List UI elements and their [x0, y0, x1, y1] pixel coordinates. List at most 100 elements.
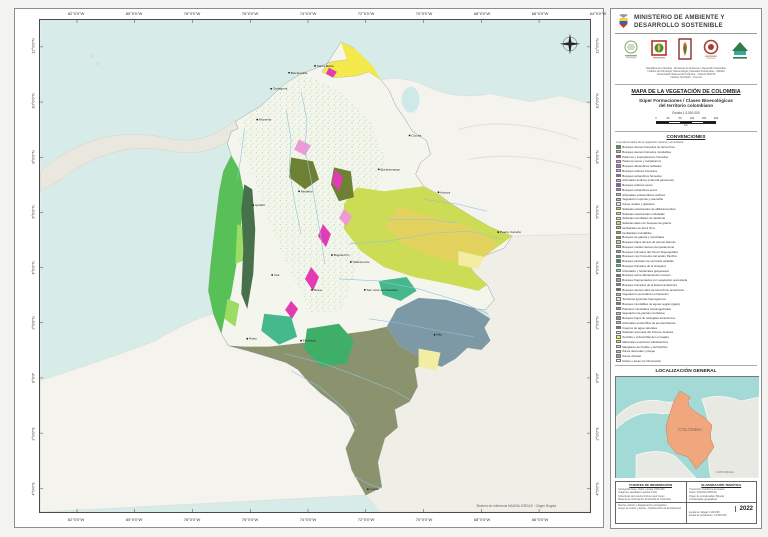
legend-swatch: [616, 273, 621, 277]
map-scale-text: Escala 1:3.500.000: [672, 111, 700, 116]
legend-swatch: [616, 150, 621, 154]
footer-header-sources: FUENTES DE INFORMACIÓN: [629, 483, 673, 488]
colombia-coat-of-arms-icon: [619, 14, 628, 29]
legend-swatch: [616, 145, 621, 149]
legend-entry: Cuerpos de agua naturales: [616, 325, 757, 330]
city-label: Cúcuta: [411, 134, 421, 138]
region-pacific-lowland-2: [224, 298, 240, 327]
legend-swatch: [616, 268, 621, 273]
legend-entry: Bosques fragmentados con vegetación secu…: [616, 278, 757, 283]
localization-inset: COLOMBIA 0 250 500 km: [615, 376, 760, 479]
legend-swatch: [616, 297, 621, 301]
legend-label: Páramos secos y subpáramos: [622, 159, 662, 164]
legend-entry: Sabanas inundables de desborde: [616, 216, 757, 221]
latitude-label: 0°0'0": [30, 373, 36, 384]
legend-entry: Nubes y áreas sin información: [616, 358, 757, 363]
footer-cell-elaboration: ELABORACIÓN TEMÁTICA Proyección: Conform…: [685, 481, 757, 504]
institution-logos: [615, 34, 757, 64]
city-dot: [366, 488, 369, 490]
grid-ticks: [40, 20, 590, 512]
footer-cell-scales: Escala de trabajo 1:100.000 Escala de pub…: [685, 502, 757, 525]
scale-bar: 0 25 50 100 150 200 Km: [655, 117, 718, 127]
city-label: Bucaramanga: [381, 167, 400, 171]
legend-entry: Herbazales inundables: [616, 230, 757, 235]
scale-bar-unit: Km: [684, 123, 688, 127]
longitude-label: 68°0'0"W: [473, 11, 491, 16]
legend-entry: Páramos secos y subpáramos: [616, 159, 757, 164]
ministry-title: MINISTERIO DE AMBIENTE Y DESARROLLO SOST…: [634, 14, 725, 29]
inset-colombia: [665, 390, 715, 470]
legend-label: Sabanas altas con bosques de galería: [622, 221, 672, 225]
legend-label: Arbustales y herbazales guayaneses: [622, 268, 670, 273]
legend-swatch: [616, 154, 621, 159]
region-guainia: [386, 297, 491, 367]
legend-entry: Zonas nivales y glaciares: [616, 202, 757, 207]
legend-entry: Arbustales esclerófilos de arenas blanca…: [616, 320, 757, 325]
map-frame[interactable]: Santa Marta Barranquilla Cartagena Montería…: [39, 19, 591, 513]
legend-entry: Bosques húmedos de la Guayana: [616, 263, 757, 268]
city-label: Bogotá D.C.: [334, 253, 351, 257]
text-line: Datum: MAGNA-SIRGAS: [688, 491, 717, 495]
city-dot: [331, 254, 333, 256]
region-teal-1: [261, 313, 298, 345]
footer-elaboration-lines: Proyección: Conforme de Gauss Datum: MAGN…: [689, 488, 755, 501]
legend-swatch: [616, 325, 621, 330]
scale-bar-segments: [656, 121, 716, 124]
inset-country-label: COLOMBIA: [678, 427, 703, 432]
legend-entry: Bosques bajos densos de arenas blancas: [616, 240, 757, 245]
latitude-label: 8°0'0"N: [30, 150, 36, 164]
legend-swatch: [616, 207, 621, 211]
legend-label: Bosques muy húmedos del andén Pacífico: [622, 254, 677, 259]
latitude-label: 10°0'0"N: [30, 93, 36, 110]
legend-entry: Arbustales andinos (matorral paramuno): [616, 178, 757, 183]
city-dot: [349, 261, 352, 263]
legend-entry: Bosques densos altos de tierra firme ama…: [616, 287, 757, 292]
text-line: República de Colombia · Ministerio de Am…: [646, 66, 726, 70]
latitude-label: 4°0'0"S: [30, 482, 36, 496]
longitude-label: 82°0'0"W: [67, 517, 85, 522]
latitude-label: 8°0'0"N: [594, 150, 600, 164]
colombia-vegetation-map[interactable]: Santa Marta Barranquilla Cartagena Montería…: [40, 20, 590, 512]
legend-swatch: [616, 264, 621, 268]
legend-swatch: [616, 335, 621, 339]
logo-ideam: [732, 41, 748, 59]
legend-label: Bosques fragmentados con vegetación secu…: [622, 278, 688, 282]
legend-label: Bosques húmedos del Chocó biogeográfico: [622, 249, 679, 254]
inset-venezuela-brazil: [701, 396, 760, 479]
legend-entry: Sabanas estacionales onduladas: [616, 211, 757, 216]
map-title: MAPA DE LA VEGETACIÓN DE COLOMBIA: [631, 88, 741, 95]
legend-entry: Zonas urbanas: [616, 354, 757, 359]
footer-scale-lines: Escala de trabajo 1:100.000 Escala de pub…: [689, 511, 732, 518]
text-line: Instituto de Hidrología, Meteorología y …: [647, 69, 725, 73]
text-line: Sistema de Información Ambiental de Colo…: [618, 497, 671, 501]
legend-entry: Bosques muy húmedos del andén Pacífico: [616, 254, 757, 259]
legend-swatch: [616, 306, 621, 311]
longitude-label: 82°0'0"W: [67, 11, 85, 16]
legend-label: Bosques densos húmedos inundables: [622, 149, 672, 154]
city-label: Pasto: [249, 337, 257, 341]
text-line: Grupo de suelos y tierras - Subdirección…: [618, 507, 681, 511]
legend-swatch: [616, 245, 621, 249]
legend-swatch: [616, 183, 621, 187]
legend-label: Vegetación secundaria en transición: [622, 292, 669, 297]
legend-entry: Bosques altoandinos nublados: [616, 164, 757, 169]
map-subtitle-2: del territorio colombiano: [658, 103, 714, 109]
legend-swatch: [616, 178, 621, 182]
city-dot: [437, 191, 440, 194]
scale-bar-tick-label: 50: [678, 117, 682, 121]
footer-header-elaboration: ELABORACIÓN TEMÁTICA: [701, 483, 742, 488]
legend-swatch: [616, 249, 621, 254]
legend-label: Bosques de galería y morichales: [622, 235, 665, 240]
legend-entry: Matorrales espinosos subdesérticos: [616, 339, 757, 344]
city-label: Quibdó: [255, 203, 265, 207]
longitude-label: 70°0'0"W: [415, 517, 433, 522]
legend-label: Bosques densos húmedos de tierra firme: [622, 145, 675, 149]
region-sabanas-arenosas: [458, 251, 485, 269]
legend-swatch: [616, 283, 621, 287]
lake-maracaibo: [401, 86, 420, 113]
logo-sinchi: [651, 39, 667, 58]
latitude-label: 4°0'0"S: [594, 482, 600, 496]
inset-central-america: [615, 394, 691, 430]
rivers: [237, 91, 504, 489]
city-dot: [314, 64, 316, 67]
